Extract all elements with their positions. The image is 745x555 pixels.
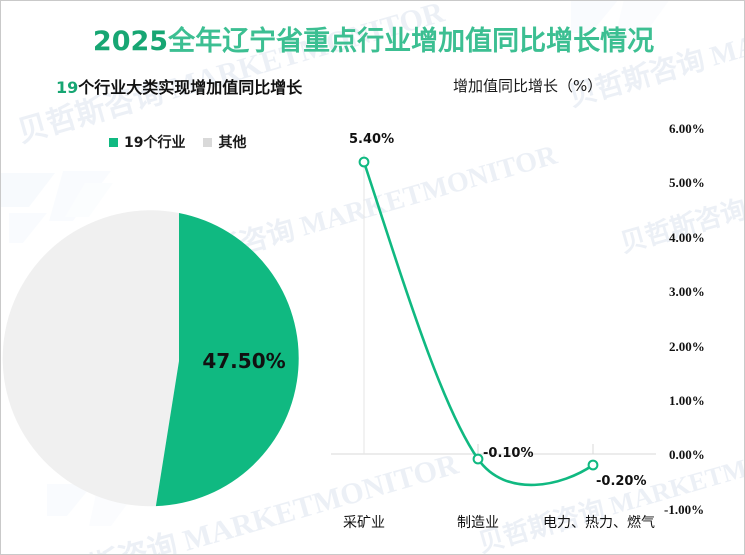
data-point-label: -0.20% xyxy=(596,474,647,489)
pie-subtitle-count: 19 xyxy=(56,78,79,97)
pie-slice-value-label: 47.50% xyxy=(202,349,285,373)
data-point-marker[interactable] xyxy=(472,453,484,465)
legend-item-other[interactable]: 其他 xyxy=(203,132,246,152)
y-axis-tick-label: 2.00% xyxy=(669,339,705,354)
legend-item-industries[interactable]: 19个行业 xyxy=(109,132,185,152)
line-chart: 6.00% 5.00% 4.00% 3.00% 2.00% 1.00% 0.00… xyxy=(331,106,744,554)
legend-label: 其他 xyxy=(218,135,247,151)
y-axis-tick-label: -1.00% xyxy=(664,502,704,517)
page-title: 2025全年辽宁省重点行业增加值同比增长情况 xyxy=(1,19,744,58)
y-axis-tick-label: 4.00% xyxy=(669,230,705,245)
data-point-marker[interactable] xyxy=(587,459,599,471)
pie-panel-subtitle: 19个行业大类实现增加值同比增长 xyxy=(56,74,302,98)
pie-slice-industries[interactable] xyxy=(155,213,299,507)
pie-legend: 19个行业 其他 xyxy=(109,132,246,152)
line-series-path xyxy=(362,160,595,487)
pie-chart: 47.50% xyxy=(1,161,346,554)
y-axis-tick-label: 0.00% xyxy=(669,447,705,462)
y-axis-tick-label: 3.00% xyxy=(669,284,705,299)
legend-swatch-icon xyxy=(109,137,118,147)
pie-slice-other[interactable] xyxy=(2,210,179,507)
page-title-text: 全年辽宁省重点行业增加值同比增长情况 xyxy=(168,26,655,57)
y-axis-tick-label: 1.00% xyxy=(669,393,705,408)
legend-label: 19个行业 xyxy=(124,135,186,151)
pie-subtitle-text: 个行业大类实现增加值同比增长 xyxy=(78,78,303,97)
legend-swatch-icon xyxy=(203,137,213,147)
x-axis-category-label: 制造业 xyxy=(457,515,499,531)
x-axis-category-label: 采矿业 xyxy=(343,515,385,531)
data-point-label: 5.40% xyxy=(349,132,394,147)
data-point-label: -0.10% xyxy=(483,446,534,461)
y-axis-tick-label: 6.00% xyxy=(669,121,705,136)
line-panel-subtitle: 增加值同比增长（%） xyxy=(453,77,603,95)
data-point-marker[interactable] xyxy=(358,156,370,168)
y-axis-tick-label: 5.00% xyxy=(669,175,705,190)
x-axis-category-label: 电力、热力、燃气 xyxy=(543,514,655,531)
page-title-year: 2025 xyxy=(92,26,169,57)
